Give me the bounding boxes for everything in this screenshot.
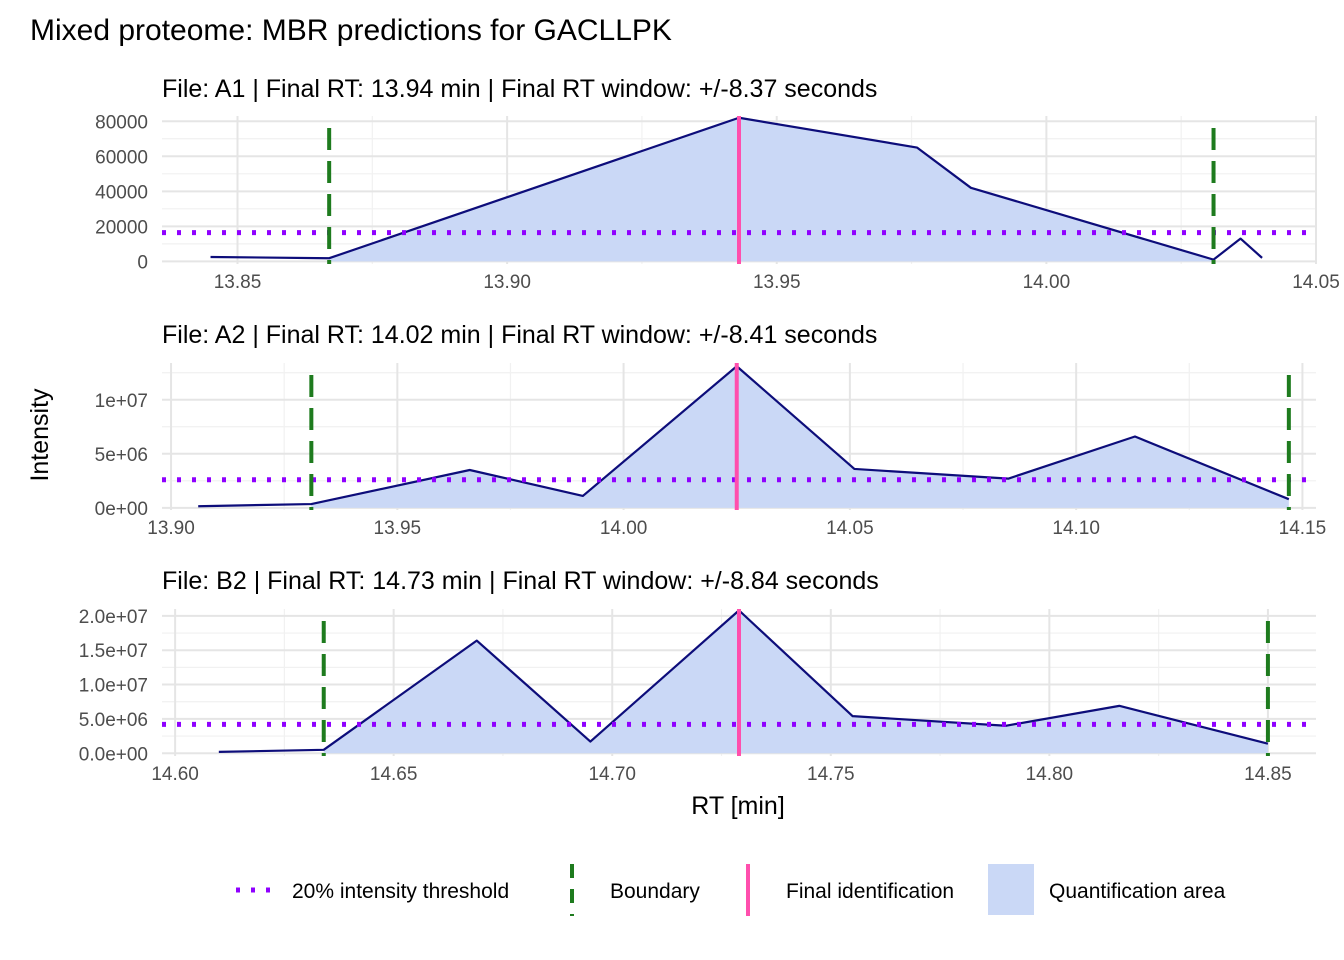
x-tick-label: 14.05 [826, 518, 874, 539]
x-tick-label: 14.15 [1279, 518, 1327, 539]
y-tick-label: 60000 [95, 147, 148, 168]
x-axis-title: RT [min] [691, 792, 785, 820]
quantification-area [329, 117, 1214, 262]
x-tick-label: 14.65 [370, 764, 418, 785]
panel-3: File: B2 | Final RT: 14.73 min | Final R… [79, 567, 1316, 785]
quantification-area [311, 366, 1289, 508]
panel-subtitle: File: A2 | Final RT: 14.02 min | Final R… [162, 321, 877, 349]
x-tick-label: 13.85 [214, 272, 262, 293]
chart-title: Mixed proteome: MBR predictions for GACL… [30, 14, 672, 47]
y-tick-label: 80000 [95, 112, 148, 133]
quantification-area [323, 610, 1268, 754]
y-tick-label: 0e+00 [95, 499, 148, 520]
intensity-line [210, 116, 1263, 261]
y-tick-label: 0 [137, 252, 148, 273]
y-tick-label: 1.0e+07 [79, 676, 148, 697]
legend-label-threshold: 20% intensity threshold [292, 880, 509, 903]
y-tick-label: 2.0e+07 [79, 607, 148, 628]
legend-label-boundary: Boundary [610, 880, 700, 903]
x-tick-label: 14.70 [588, 764, 636, 785]
legend-label-identification: Final identification [786, 880, 954, 903]
legend-label-area: Quantification area [1049, 880, 1226, 903]
legend-key-area [988, 864, 1034, 915]
x-tick-label: 14.85 [1244, 764, 1292, 785]
x-tick-label: 13.95 [374, 518, 422, 539]
x-tick-label: 13.95 [753, 272, 801, 293]
panel-subtitle: File: A1 | Final RT: 13.94 min | Final R… [162, 75, 877, 103]
x-tick-label: 14.80 [1026, 764, 1074, 785]
panel-1: File: A1 | Final RT: 13.94 min | Final R… [95, 75, 1340, 293]
y-tick-label: 20000 [95, 217, 148, 238]
panel-subtitle: File: B2 | Final RT: 14.73 min | Final R… [162, 567, 879, 595]
x-tick-label: 13.90 [147, 518, 195, 539]
x-tick-label: 14.75 [807, 764, 855, 785]
y-tick-label: 40000 [95, 182, 148, 203]
chart-panels: File: A1 | Final RT: 13.94 min | Final R… [79, 75, 1340, 785]
y-tick-label: 1.5e+07 [79, 641, 148, 662]
x-tick-label: 14.10 [1052, 518, 1100, 539]
x-tick-label: 14.00 [600, 518, 648, 539]
x-tick-label: 14.60 [151, 764, 199, 785]
x-tick-label: 14.05 [1292, 272, 1340, 293]
x-tick-label: 13.90 [483, 272, 531, 293]
y-tick-label: 5.0e+06 [79, 710, 148, 731]
y-tick-label: 0.0e+00 [79, 744, 148, 765]
y-tick-label: 1e+07 [95, 391, 148, 412]
panel-2: File: A2 | Final RT: 14.02 min | Final R… [95, 321, 1327, 539]
y-tick-label: 5e+06 [95, 445, 148, 466]
x-tick-label: 14.00 [1023, 272, 1071, 293]
y-axis-title: Intensity [26, 388, 54, 482]
legend: 20% intensity threshold Boundary Final i… [236, 864, 1226, 916]
